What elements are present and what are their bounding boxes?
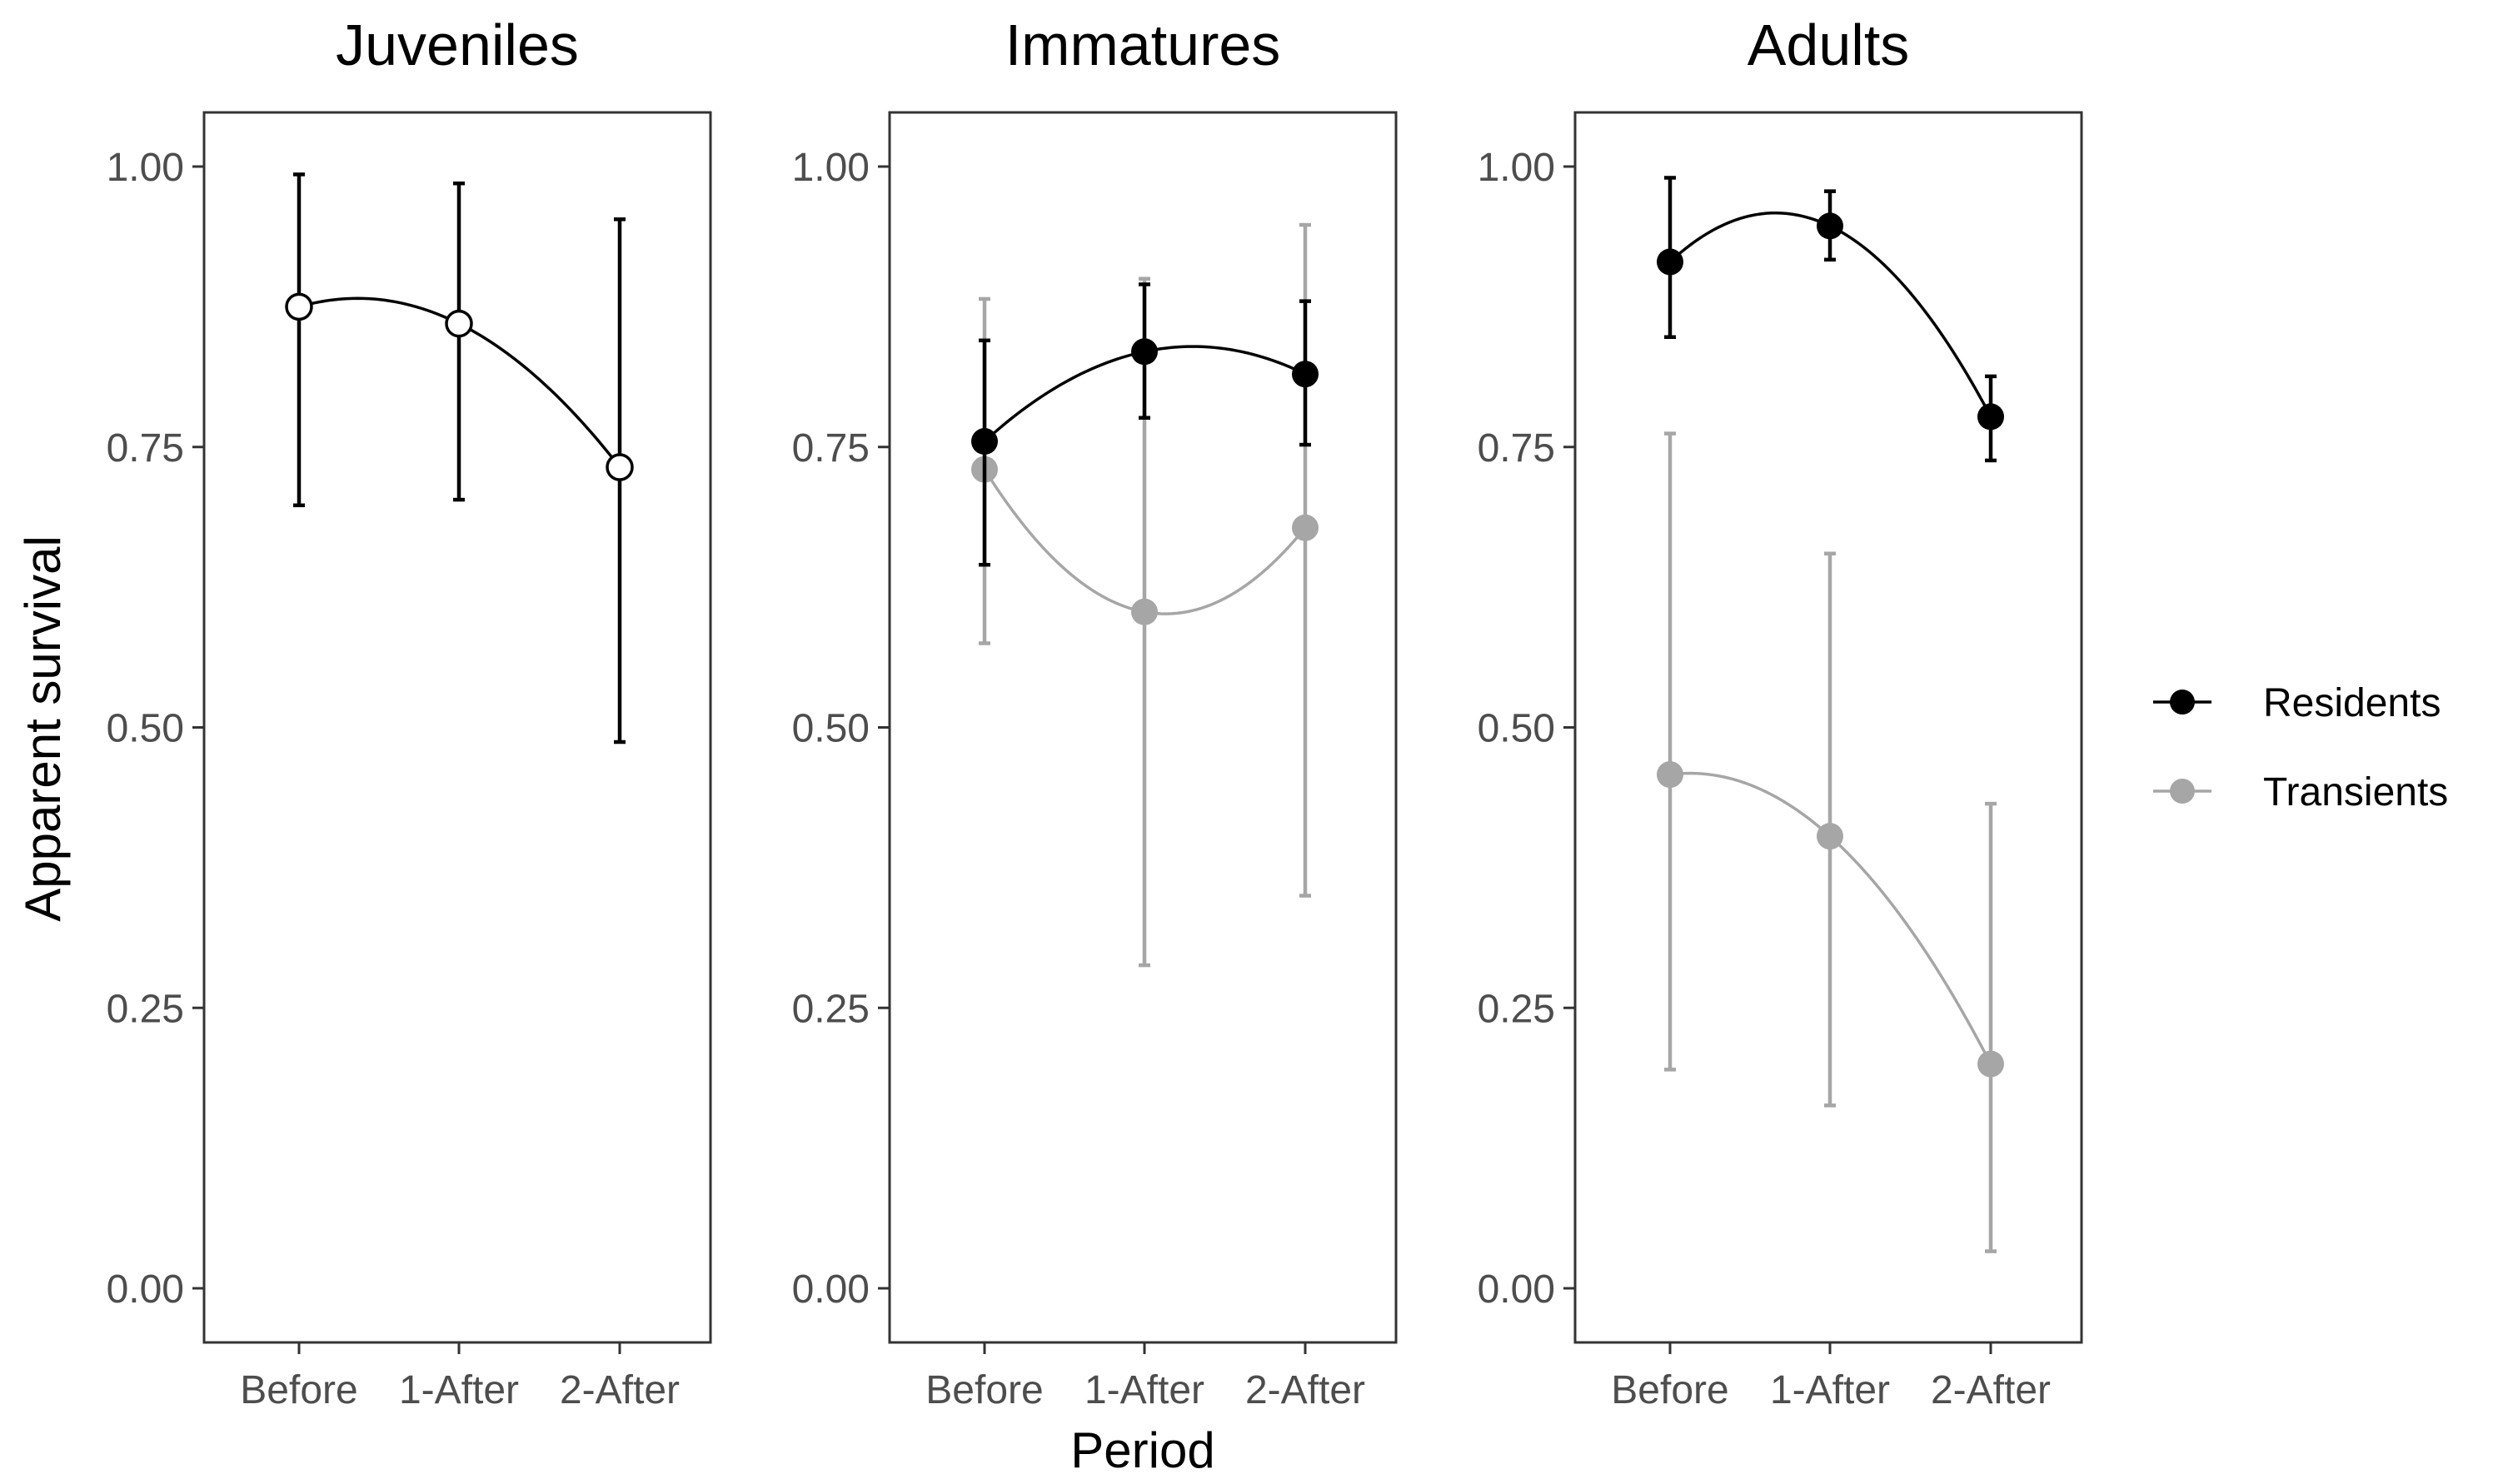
x-tick-label: 1-After xyxy=(399,1368,519,1412)
x-tick-label: Before xyxy=(240,1368,357,1412)
panel-juveniles: Juveniles 0.00 0.25 0.50 0.75 1.00 Before 1-Aft… xyxy=(107,12,712,1412)
y-tick-label: 0.50 xyxy=(792,707,870,751)
x-tick-label: 2-After xyxy=(1931,1368,2051,1412)
legend-item-residents: Residents xyxy=(2153,681,2441,725)
data-point xyxy=(1292,514,1319,541)
y-tick-label: 0.75 xyxy=(792,426,870,471)
data-point xyxy=(971,428,998,456)
y-tick-label: 0.75 xyxy=(107,426,184,471)
panel-adults: Adults 0.00 0.25 0.50 0.75 1.00 Before 1-After 2… xyxy=(1478,12,2083,1412)
x-tick-label: 2-After xyxy=(1245,1368,1365,1412)
data-point xyxy=(445,309,473,338)
x-tick-label: 1-After xyxy=(1084,1368,1204,1412)
data-point xyxy=(1657,761,1683,789)
data-point xyxy=(1131,598,1158,625)
legend-label: Transients xyxy=(2263,770,2448,814)
legend-key-point xyxy=(2170,690,2195,715)
y-tick-label: 0.00 xyxy=(792,1267,870,1312)
legend-label: Residents xyxy=(2263,681,2441,725)
y-axis-title: Apparent survival xyxy=(15,535,71,922)
y-tick-label: 1.00 xyxy=(1478,146,1555,190)
x-axis-title: Period xyxy=(1070,1422,1214,1478)
data-point xyxy=(1977,403,2004,431)
legend-key-point xyxy=(2170,779,2195,804)
y-tick-label: 0.50 xyxy=(1478,707,1555,751)
legend: Residents Transients xyxy=(2153,681,2448,814)
legend-item-transients: Transients xyxy=(2153,770,2448,814)
x-tick-label: 2-After xyxy=(560,1368,680,1412)
panel-title: Immatures xyxy=(1005,12,1281,77)
y-tick-label: 0.75 xyxy=(1478,426,1555,471)
data-point xyxy=(1817,212,1843,240)
data-point xyxy=(606,453,634,481)
data-point xyxy=(1292,361,1319,388)
panel-title: Juveniles xyxy=(336,12,579,77)
y-tick-label: 1.00 xyxy=(107,146,184,190)
data-point xyxy=(1977,1050,2004,1078)
series-residents xyxy=(1657,176,2004,463)
x-tick-label: Before xyxy=(925,1368,1043,1412)
facet-panels: Juveniles 0.00 0.25 0.50 0.75 1.00 Before 1-Aft… xyxy=(107,12,2083,1412)
y-tick-label: 0.50 xyxy=(107,707,184,751)
series-transients xyxy=(1657,431,2004,1253)
data-point xyxy=(1657,248,1683,276)
y-tick-label: 0.25 xyxy=(792,987,870,1031)
y-tick-label: 1.00 xyxy=(792,146,870,190)
data-point xyxy=(1817,823,1843,850)
y-tick-label: 0.25 xyxy=(107,987,184,1031)
y-tick-label: 0.00 xyxy=(1478,1267,1555,1312)
x-tick-label: Before xyxy=(1611,1368,1728,1412)
y-tick-label: 0.25 xyxy=(1478,987,1555,1031)
data-point xyxy=(1131,338,1158,366)
series-juveniles xyxy=(285,172,634,744)
data-point xyxy=(285,292,313,321)
panel-immatures: Immatures 0.00 0.25 0.50 0.75 1.00 Before 1-Aft… xyxy=(792,12,1398,1412)
series-residents xyxy=(971,282,1319,567)
x-tick-label: 1-After xyxy=(1770,1368,1890,1412)
panel-title: Adults xyxy=(1748,12,1910,77)
y-tick-label: 0.00 xyxy=(107,1267,184,1312)
